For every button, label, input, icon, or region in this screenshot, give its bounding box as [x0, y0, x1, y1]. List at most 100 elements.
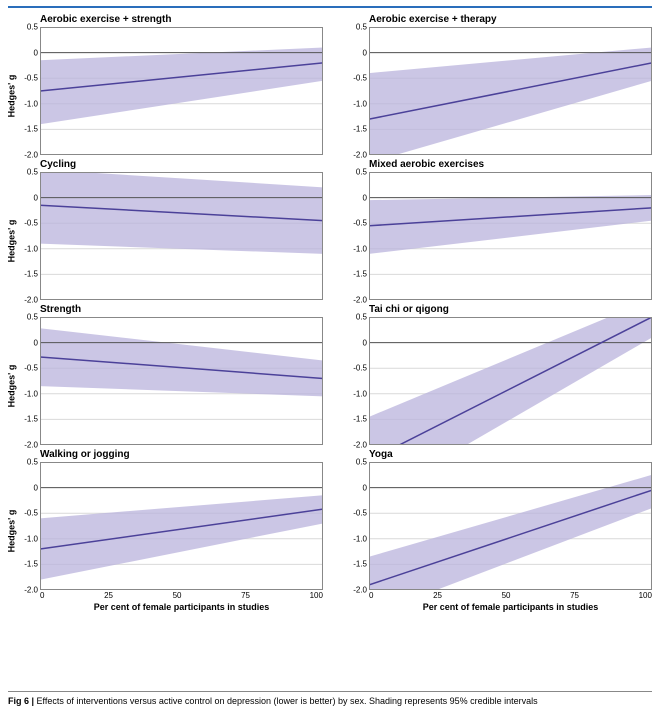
y-tick-label: 0: [363, 338, 367, 347]
x-tick-label: 0: [369, 591, 373, 600]
panel-title: Strength: [40, 304, 323, 315]
y-tick-label: -2.0: [24, 586, 38, 595]
top-rule: [8, 6, 652, 8]
x-tick-label: 50: [173, 591, 182, 600]
y-ticks: 0.50-0.5-1.0-1.5-2.0: [351, 27, 369, 155]
y-tick-label: -1.0: [353, 389, 367, 398]
plot-area: [369, 172, 652, 300]
x-ticks: 0255075100: [369, 591, 652, 600]
plot-area: [40, 462, 323, 590]
plot-area: [369, 317, 652, 445]
plot-area: [369, 462, 652, 590]
x-tick-label: 100: [639, 591, 652, 600]
panel-body: 0.50-0.5-1.0-1.5-2.0: [337, 27, 652, 155]
y-tick-label: -1.5: [24, 560, 38, 569]
y-tick-label: -1.0: [24, 244, 38, 253]
y-axis-label: Hedges' g: [6, 220, 16, 263]
y-axis-label-container: Hedges' g: [8, 462, 22, 590]
y-tick-label: -1.0: [353, 244, 367, 253]
x-tick-label: 50: [502, 591, 511, 600]
x-axis-label: Per cent of female participants in studi…: [40, 602, 323, 612]
x-tick-label: 0: [40, 591, 44, 600]
caption-text: Effects of interventions versus active c…: [37, 696, 538, 706]
y-tick-label: -1.5: [353, 270, 367, 279]
y-tick-label: -1.5: [353, 415, 367, 424]
x-tick-label: 100: [310, 591, 323, 600]
x-axis-label: Per cent of female participants in studi…: [369, 602, 652, 612]
panel-title: Yoga: [369, 449, 652, 460]
chart-panel: CyclingHedges' g0.50-0.5-1.0-1.5-2.0: [8, 159, 323, 300]
y-tick-label: 0.5: [356, 458, 367, 467]
y-tick-label: -0.5: [24, 74, 38, 83]
chart-panel: Walking or jogging Hedges' g 0.5 0 -0.5 -1.0 -…: [8, 449, 323, 612]
y-ticks: 0.50-0.5-1.0-1.5-2.0: [351, 317, 369, 445]
figure-caption: Fig 6 | Effects of interventions versus …: [8, 691, 652, 706]
plot-area: [40, 172, 323, 300]
y-axis-label-container: [337, 172, 351, 300]
y-tick-label: -1.0: [24, 99, 38, 108]
chart-panel: Tai chi or qigong0.50-0.5-1.0-1.5-2.0: [337, 304, 652, 445]
panel-title: Tai chi or qigong: [369, 304, 652, 315]
y-axis-label-container: [337, 462, 351, 590]
chart-panel: StrengthHedges' g0.50-0.5-1.0-1.5-2.0: [8, 304, 323, 445]
panel-body: 0.50-0.5-1.0-1.5-2.0: [337, 317, 652, 445]
y-ticks: 0.50-0.5-1.0-1.5-2.0: [351, 172, 369, 300]
panel-title: Aerobic exercise + strength: [40, 14, 323, 25]
panel-body: Hedges' g0.50-0.5-1.0-1.5-2.0: [8, 317, 323, 445]
y-axis-label: Hedges' g: [6, 510, 16, 553]
y-tick-label: 0: [34, 483, 38, 492]
y-tick-label: -0.5: [24, 509, 38, 518]
caption-prefix: Fig 6 |: [8, 696, 37, 706]
x-tick-label: 75: [241, 591, 250, 600]
y-tick-label: 0: [363, 483, 367, 492]
panel-title: Aerobic exercise + therapy: [369, 14, 652, 25]
y-tick-label: -1.0: [24, 534, 38, 543]
x-tick-label: 25: [104, 591, 113, 600]
chart-panel: Aerobic exercise + therapy0.50-0.5-1.0-1…: [337, 14, 652, 155]
y-tick-label: 0.5: [27, 168, 38, 177]
chart-panel: Aerobic exercise + strength Hedges' g 0.5 0…: [8, 14, 323, 155]
panel-title: Walking or jogging: [40, 449, 323, 460]
plot-area: [40, 317, 323, 445]
panel-body: Hedges' g0.50-0.5-1.0-1.5-2.0: [8, 462, 323, 590]
y-tick-label: -0.5: [24, 364, 38, 373]
y-tick-label: -1.5: [24, 415, 38, 424]
y-tick-label: -1.5: [24, 270, 38, 279]
panel-title: Cycling: [40, 159, 323, 170]
chart-panel: Mixed aerobic exercises0.50-0.5-1.0-1.5-…: [337, 159, 652, 300]
y-ticks: 0.50-0.5-1.0-1.5-2.0: [351, 462, 369, 590]
y-tick-label: -1.5: [353, 560, 367, 569]
y-ticks: 0.50-0.5-1.0-1.5-2.0: [22, 27, 40, 155]
panel-title: Mixed aerobic exercises: [369, 159, 652, 170]
y-tick-label: -1.5: [353, 125, 367, 134]
y-axis-label-container: [337, 27, 351, 155]
y-tick-label: 0.5: [356, 23, 367, 32]
plot-area: [369, 27, 652, 155]
y-tick-label: 0: [363, 193, 367, 202]
y-tick-label: 0.5: [356, 168, 367, 177]
y-tick-label: -0.5: [353, 364, 367, 373]
y-tick-label: 0: [34, 338, 38, 347]
y-tick-label: -0.5: [353, 509, 367, 518]
y-tick-label: 0.5: [356, 313, 367, 322]
y-ticks: 0.50-0.5-1.0-1.5-2.0: [22, 317, 40, 445]
y-tick-label: -1.0: [353, 99, 367, 108]
plot-area: [40, 27, 323, 155]
x-tick-label: 25: [433, 591, 442, 600]
chart-panel: Yoga0.50-0.5-1.0-1.5-2.00255075100Per ce…: [337, 449, 652, 612]
y-axis-label-container: Hedges' g: [8, 317, 22, 445]
y-tick-label: 0.5: [27, 23, 38, 32]
y-tick-label: 0.5: [27, 313, 38, 322]
y-tick-label: -0.5: [353, 219, 367, 228]
panel-body: Hedges' g0.50-0.5-1.0-1.5-2.0: [8, 172, 323, 300]
y-tick-label: 0: [34, 48, 38, 57]
y-ticks: 0.50-0.5-1.0-1.5-2.0: [22, 172, 40, 300]
y-axis-label: Hedges' g: [6, 365, 16, 408]
y-axis-label-container: [337, 317, 351, 445]
x-ticks: 0 25 50 75 100: [40, 591, 323, 600]
y-tick-label: 0: [34, 193, 38, 202]
y-tick-label: -1.0: [24, 389, 38, 398]
y-tick-label: 0.5: [27, 458, 38, 467]
y-axis-label: Hedges' g: [6, 75, 16, 118]
y-tick-label: -2.0: [353, 586, 367, 595]
